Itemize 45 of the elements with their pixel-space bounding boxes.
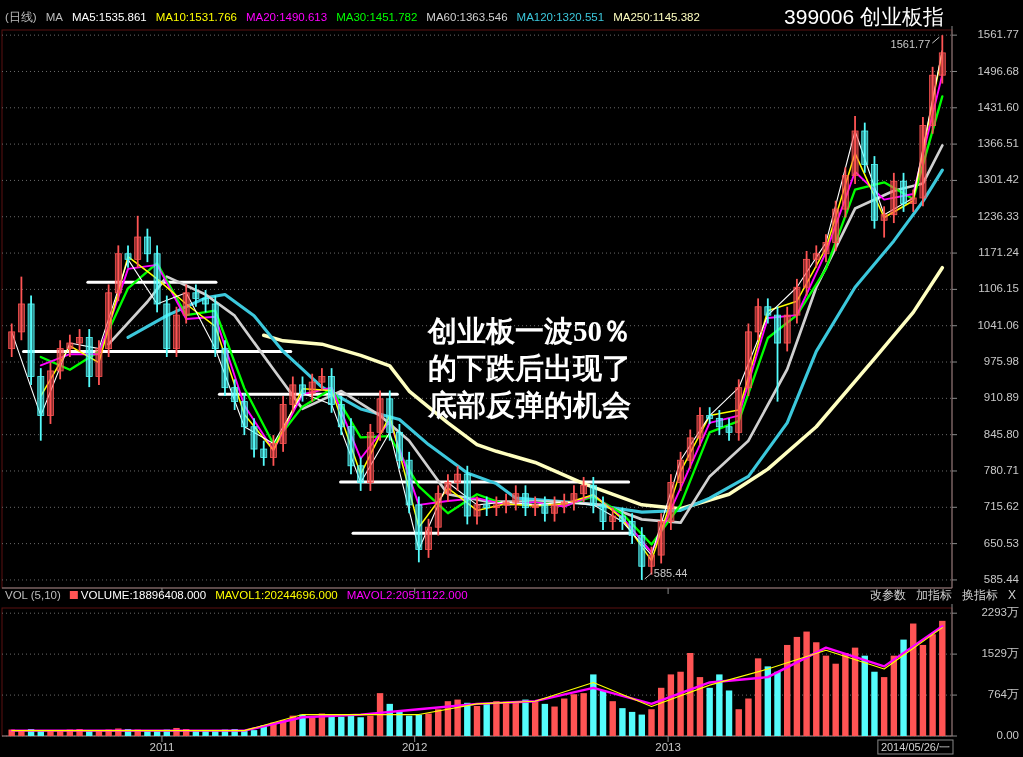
y-tick-label: 764万: [987, 688, 1019, 701]
text: MA10:1531.766: [155, 11, 237, 23]
text: (日线): [5, 11, 37, 23]
annotation: 1561.77: [890, 38, 931, 51]
x-tick-label: 2011: [149, 741, 175, 753]
y-tick-label: 845.80: [983, 427, 1019, 440]
text: 2014/05/26/一: [880, 741, 950, 753]
y-tick-label: 1496.68: [977, 64, 1019, 77]
y-tick-label: 1106.15: [978, 282, 1019, 295]
text: MAVOL2:20511122.000: [346, 589, 468, 601]
y-tick-label: 585.44: [983, 572, 1020, 585]
y-tick-label: 780.71: [983, 464, 1019, 477]
annotation: 创业板一波50％的下跌后出现了底部反弹的机会: [427, 315, 631, 421]
text: MA: [45, 11, 64, 23]
text: MA250:1145.382: [613, 11, 700, 23]
text: MA120:1320.551: [516, 11, 605, 23]
chart-title: VOL (5,10): [5, 589, 61, 601]
text: X: [1007, 588, 1016, 602]
text: 换指标: [961, 588, 998, 602]
y-tick-label: 1561.77: [977, 28, 1019, 41]
y-tick-label: 1041.06: [977, 318, 1019, 331]
y-tick-label: 1431.60: [977, 100, 1019, 113]
text: MA5:1535.861: [71, 11, 147, 23]
text: MA60:1363.546: [426, 11, 508, 23]
y-tick-label: 2293万: [981, 606, 1019, 619]
x-tick-label: 2012: [401, 741, 428, 753]
text: MAVOL1:20244696.000: [215, 589, 338, 601]
y-tick-label: 975.98: [983, 355, 1019, 368]
text: MA20:1490.613: [245, 11, 328, 23]
y-tick-label: 1171.24: [978, 246, 1020, 259]
annotation: 585.44: [653, 566, 688, 579]
text: 改参数: [869, 588, 906, 602]
y-tick-label: 650.53: [983, 536, 1019, 549]
chart-title: 399006 创业板指: [784, 5, 944, 28]
y-tick-label: 1236.33: [977, 209, 1019, 222]
text: MA30:1451.782: [336, 11, 418, 23]
legend-label: VOLUME:18896408.000: [80, 589, 207, 601]
y-tick-label: 1366.51: [977, 137, 1019, 150]
y-tick-label: 1529万: [981, 647, 1019, 660]
y-tick-label: 0.00: [996, 729, 1019, 742]
x-tick-label: 2013: [655, 741, 681, 753]
y-tick-label: 715.62: [983, 500, 1019, 513]
y-tick-label: 1301.42: [977, 173, 1019, 186]
text: 加指标: [915, 588, 952, 602]
y-tick-label: 910.89: [983, 391, 1019, 404]
